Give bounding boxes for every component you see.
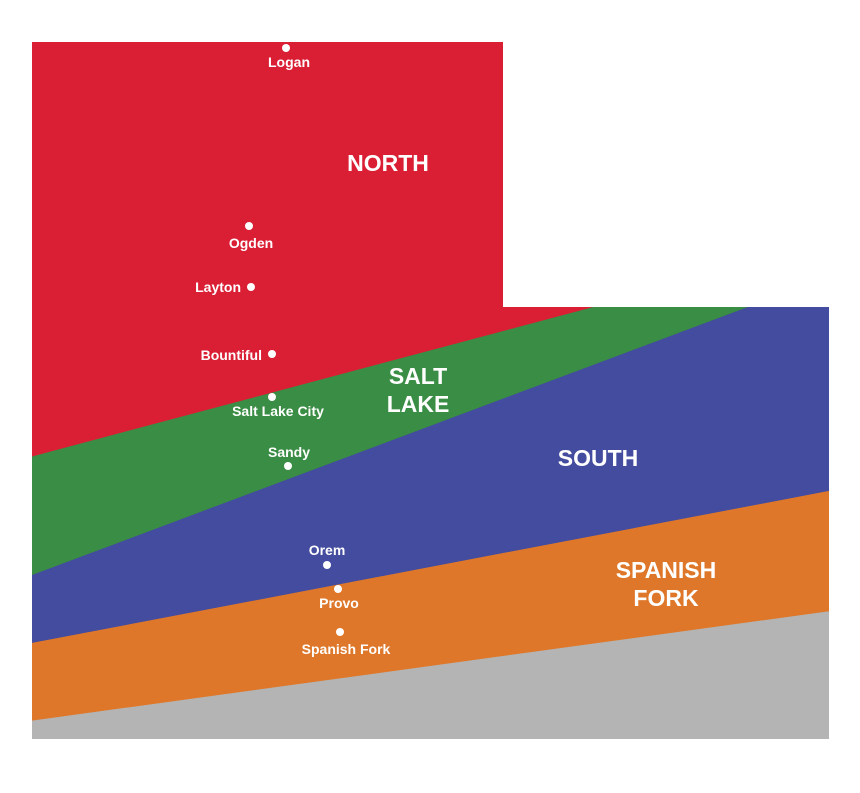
city-logan[interactable]: Logan [268,44,310,70]
north-region-label: NORTH [347,150,429,176]
city-salt-lake-city[interactable]: Salt Lake City [232,393,324,419]
salt-lake-region-label-line2: LAKE [387,391,450,417]
south-region-label: SOUTH [558,445,639,471]
city-label: Logan [268,54,310,70]
city-label: Bountiful [201,347,262,363]
city-label: Ogden [229,235,273,251]
city-spanish-fork[interactable]: Spanish Fork [302,628,391,657]
city-marker [336,628,344,636]
city-label: Sandy [268,444,310,460]
city-sandy[interactable]: Sandy [268,444,310,470]
city-marker [247,283,255,291]
spanish-fork-region-label: SPANISH [616,557,717,583]
city-layton[interactable]: Layton [195,279,255,295]
spanish-fork-region-label-line2: FORK [633,585,699,611]
city-label: Provo [319,595,359,611]
city-label: Salt Lake City [232,403,324,419]
city-marker [284,462,292,470]
city-marker [245,222,253,230]
salt-lake-region-label: SALT [389,363,447,389]
city-provo[interactable]: Provo [319,585,359,611]
city-label: Layton [195,279,241,295]
city-label: Orem [309,542,346,558]
city-ogden[interactable]: Ogden [229,222,273,251]
city-marker [323,561,331,569]
city-marker [282,44,290,52]
city-marker [268,350,276,358]
city-bountiful[interactable]: Bountiful [201,347,276,363]
city-orem[interactable]: Orem [309,542,346,569]
city-marker [334,585,342,593]
city-marker [268,393,276,401]
city-label: Spanish Fork [302,641,391,657]
